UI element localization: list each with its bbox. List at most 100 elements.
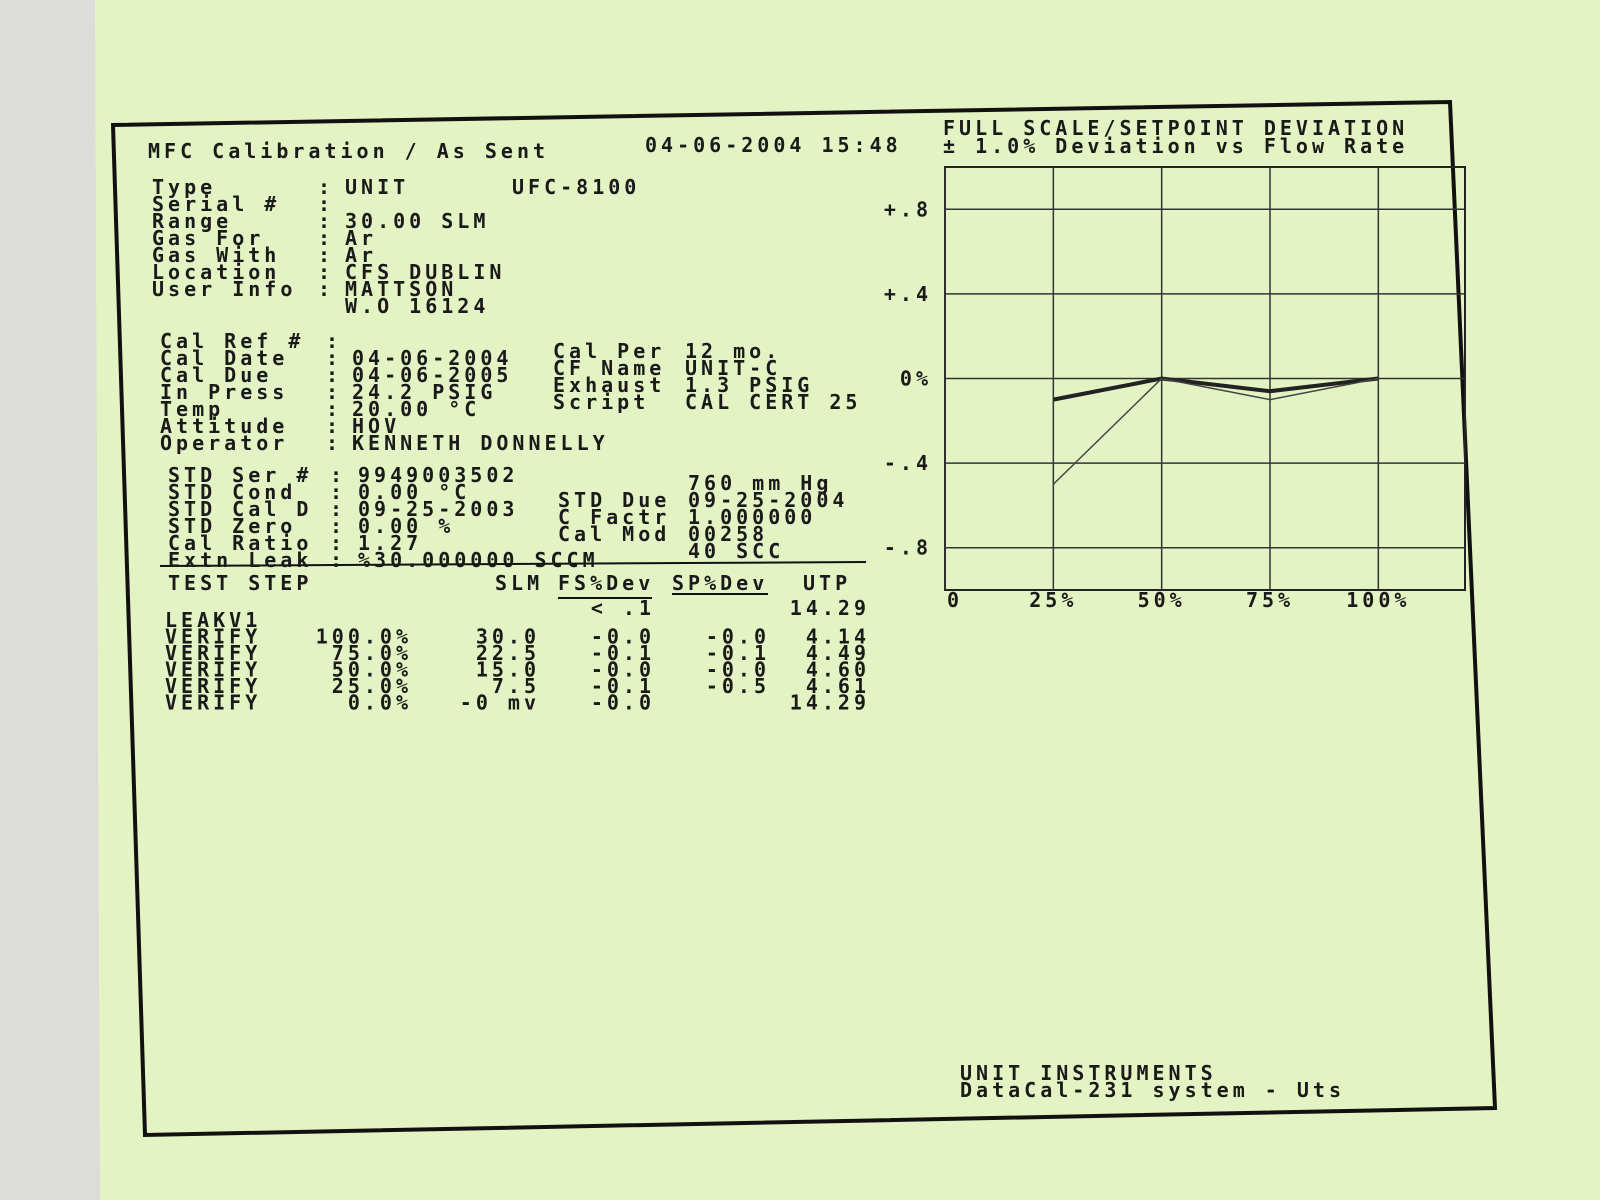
colon: : [326, 431, 342, 455]
field-value: 09-25-2004 [688, 488, 848, 512]
table-cell: VERIFY [165, 691, 261, 715]
table-cell: 30.0 [476, 625, 540, 649]
field-label: Serial # [152, 192, 280, 216]
field-label: Script [553, 390, 649, 414]
colon: : [330, 463, 346, 487]
field-label: Cal Ref # [160, 329, 304, 353]
field-label: Type [152, 175, 216, 199]
table-cell: 22.5 [476, 641, 540, 665]
table-cell: -0.1 [706, 641, 770, 665]
field-value: 1.27 [358, 531, 422, 555]
colon: : [318, 175, 334, 199]
table-cell: -0.0 [706, 625, 770, 649]
field-value: 12 mo. [685, 339, 781, 363]
table-cell: 14.29 [790, 691, 870, 715]
chart-subtitle: ± 1.0% Deviation vs Flow Rate [943, 134, 1408, 158]
table-cell: 4.60 [806, 658, 870, 682]
field-value: Ar [345, 243, 377, 267]
paper [95, 0, 1600, 1200]
data-line [1052, 376, 1379, 402]
field-label: Operator [160, 431, 288, 455]
colon: : [318, 226, 334, 250]
field-value: Ar [345, 226, 377, 250]
field-label: Cal Mod [558, 522, 670, 546]
table-cell: -0.1 [591, 674, 655, 698]
table-cell: VERIFY [165, 625, 261, 649]
table-cell: < .1 [591, 596, 655, 620]
table-cell: 100.0% [316, 625, 412, 649]
table-header: SLM [495, 571, 543, 595]
data-line [1052, 377, 1379, 485]
field-label: In Press [160, 380, 288, 404]
table-cell: -0.0 [591, 625, 655, 649]
field-label: CF Name [553, 356, 665, 380]
field-label: Temp [160, 397, 224, 421]
field-label: Attitude [160, 414, 288, 438]
field-label: Cal Date [160, 346, 288, 370]
field-value: W.O 16124 [345, 294, 489, 318]
field-value: 04-06-2004 [352, 346, 512, 370]
x-tick-label: 100% [1346, 588, 1410, 612]
timestamp: 04-06-2004 15:48 [645, 133, 902, 157]
colon: : [330, 480, 346, 504]
footer: UNIT INSTRUMENTS [960, 1061, 1217, 1085]
table-header: TEST STEP [168, 571, 312, 595]
field-label: STD Due [558, 488, 670, 512]
x-tick-label: 0 [947, 588, 963, 612]
field-value: 24.2 PSIG [352, 380, 496, 404]
field-value: 1.000000 [688, 505, 816, 529]
field-label: Extn Leak [168, 548, 312, 572]
table-header: FS%Dev [558, 571, 654, 595]
table-cell: -0.0 [706, 658, 770, 682]
table-cell: 4.61 [806, 674, 870, 698]
table-cell: 75.0% [332, 641, 412, 665]
colon: : [318, 209, 334, 233]
y-tick-label: -.4 [884, 451, 932, 475]
field-value: UNIT-C [685, 356, 781, 380]
x-tick-label: 25% [1029, 588, 1077, 612]
field-label: STD Cal D [168, 497, 312, 521]
table-cell: -0.0 [591, 658, 655, 682]
field-label: Location [152, 260, 280, 284]
field-value: 9949003502 [358, 463, 518, 487]
field-value: 00258 [688, 522, 768, 546]
x-tick-label: 75% [1246, 588, 1294, 612]
y-tick-label: -.8 [884, 536, 932, 560]
field-label: Exhaust [553, 373, 665, 397]
y-tick-label: 0% [900, 367, 932, 391]
table-header: UTP [803, 571, 851, 595]
colon: : [318, 192, 334, 216]
y-tick-label: +.8 [884, 197, 932, 221]
table-cell: 4.14 [806, 625, 870, 649]
field-value: CFS DUBLIN [345, 260, 505, 284]
y-tick-label: +.4 [884, 282, 932, 306]
table-cell: -0.0 [591, 691, 655, 715]
field-value: MATTSON [345, 277, 457, 301]
colon: : [318, 277, 334, 301]
table-cell: VERIFY [165, 674, 261, 698]
colon: : [326, 380, 342, 404]
table-cell: 7.5 [492, 674, 540, 698]
colon: : [318, 260, 334, 284]
separator [159, 561, 867, 567]
print-border [110, 99, 1498, 1138]
field-label: User Info [152, 277, 296, 301]
field-label: STD Zero [168, 514, 296, 538]
colon: : [326, 346, 342, 370]
field-value: HOV [352, 414, 400, 438]
field-value: 40 SCC [688, 539, 784, 563]
colon: : [326, 363, 342, 387]
field-value: 1.3 PSIG [685, 373, 813, 397]
field-label: Gas For [152, 226, 264, 250]
field-label: Cal Ratio [168, 531, 312, 555]
footer: DataCal-231 system - Uts [960, 1078, 1345, 1102]
field-value: 0.00 % [358, 514, 454, 538]
colon: : [330, 548, 346, 572]
table-cell: VERIFY [165, 641, 261, 665]
field-label: STD Ser # [168, 463, 312, 487]
table-cell: VERIFY [165, 658, 261, 682]
chart-title: FULL SCALE/SETPOINT DEVIATION [943, 116, 1408, 140]
colon: : [330, 514, 346, 538]
